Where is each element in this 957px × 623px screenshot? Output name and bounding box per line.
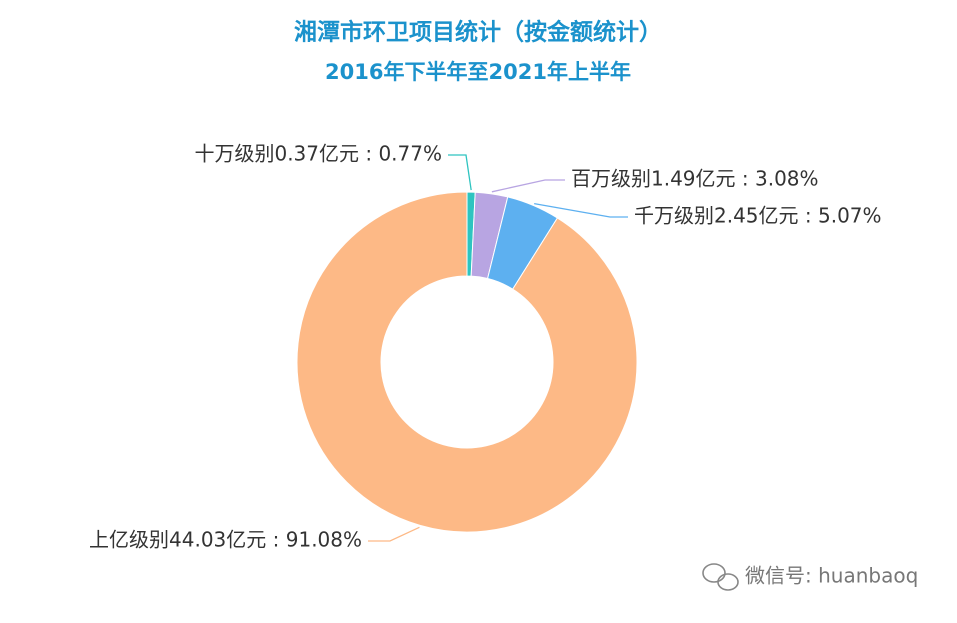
data-label: 百万级别1.49亿元 : 3.08% xyxy=(571,167,819,191)
data-label: 千万级别2.45亿元 : 5.07% xyxy=(634,204,882,228)
data-label: 十万级别0.37亿元 : 0.77% xyxy=(194,142,442,166)
donut-slice xyxy=(296,191,638,533)
data-label: 上亿级别44.03亿元 : 91.08% xyxy=(89,528,362,552)
watermark-icon xyxy=(702,563,739,591)
leader-line xyxy=(448,154,472,191)
chart-title: 湘潭市环卫项目统计（按金额统计） xyxy=(294,19,662,46)
leader-line xyxy=(534,203,628,218)
watermark: 微信号: huanbaoq xyxy=(745,564,918,588)
chart-subtitle: 2016年下半年至2021年上半年 xyxy=(325,60,631,84)
leader-line xyxy=(491,179,565,193)
leader-line xyxy=(368,526,420,542)
